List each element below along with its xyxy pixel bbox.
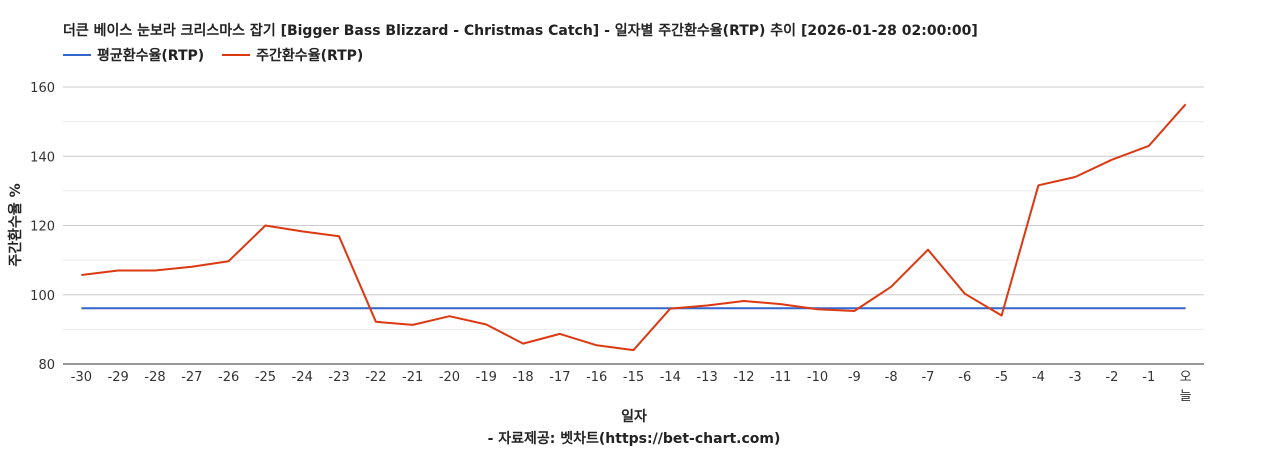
legend-label-average: 평균환수율(RTP) (97, 48, 205, 64)
x-tick-label: -15 (623, 370, 644, 385)
x-tick-label: 오 (1180, 370, 1192, 385)
x-tick-label: 늘 (1180, 389, 1192, 404)
y-tick-label: 100 (30, 289, 55, 304)
y-axis-ticks: 80 100 120 140 160 (30, 81, 55, 373)
x-tick-label: -16 (586, 370, 607, 385)
x-tick-label: -2 (1105, 370, 1118, 385)
x-tick-label: -17 (549, 370, 570, 385)
x-tick-label: -27 (181, 370, 202, 385)
y-tick-label: 140 (30, 150, 55, 165)
y-axis-title: 주간환수율 % (7, 183, 24, 266)
x-axis-ticks: -30 -29 -28 -27 -26 -25 -24 -23 -22 -21 -20 -19 -18 -… (71, 370, 1192, 404)
x-tick-label: -10 (807, 370, 828, 385)
x-tick-label: -30 (71, 370, 92, 385)
legend-item-average: 평균환수율(RTP) (63, 45, 204, 65)
x-tick-label: -28 (144, 370, 165, 385)
x-tick-label: -11 (770, 370, 791, 385)
x-tick-label: -7 (921, 370, 934, 385)
legend-swatch-weekly (222, 54, 251, 56)
x-tick-label: -19 (476, 370, 497, 385)
x-tick-label: -21 (402, 370, 423, 385)
x-tick-label: -9 (848, 370, 861, 385)
x-tick-label: -6 (958, 370, 971, 385)
x-tick-label: -8 (885, 370, 898, 385)
legend-label-weekly: 주간환수율(RTP) (256, 48, 364, 64)
x-tick-label: -26 (218, 370, 239, 385)
y-tick-label: 120 (30, 220, 55, 235)
y-tick-label: 160 (30, 81, 55, 96)
x-tick-label: -14 (660, 370, 681, 385)
legend-swatch-average (63, 54, 91, 56)
x-tick-label: -1 (1142, 370, 1155, 385)
series-line-weekly (81, 103, 1187, 352)
y-tick-label: 80 (38, 358, 55, 373)
data-source-credit: - 자료제공: 벳차트(https://bet-chart.com) (487, 431, 781, 447)
x-tick-label: -22 (365, 370, 386, 385)
legend-item-weekly: 주간환수율(RTP) (222, 45, 363, 65)
x-tick-label: -25 (255, 370, 276, 385)
x-tick-label: -4 (1032, 370, 1045, 385)
x-tick-label: -24 (292, 370, 313, 385)
chart-legend: 평균환수율(RTP) 주간환수율(RTP) (63, 45, 381, 65)
chart-title: 더큰 베이스 눈보라 크리스마스 잡기 [Bigger Bass Blizzar… (63, 23, 978, 39)
x-tick-label: -13 (696, 370, 717, 385)
x-axis-title: 일자 (621, 409, 647, 425)
x-tick-label: -3 (1069, 370, 1082, 385)
x-tick-label: -23 (328, 370, 349, 385)
x-tick-label: -18 (512, 370, 533, 385)
x-tick-label: -20 (439, 370, 460, 385)
series-lines (81, 103, 1187, 352)
x-tick-label: -12 (733, 370, 754, 385)
x-tick-label: -29 (108, 370, 129, 385)
x-tick-label: -5 (995, 370, 1008, 385)
grid-lines (63, 86, 1204, 365)
